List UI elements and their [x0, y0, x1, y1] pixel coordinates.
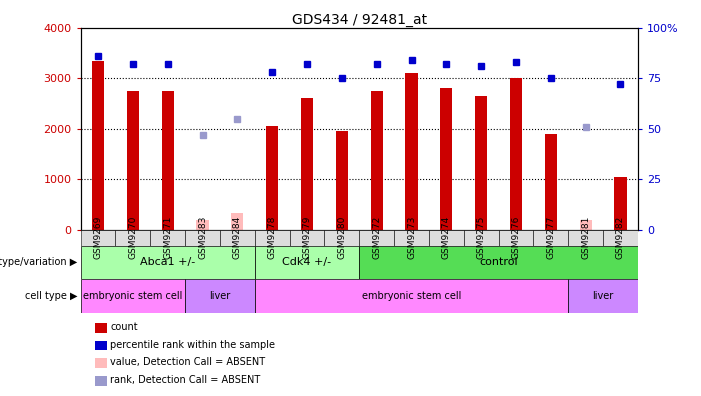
- Text: GSM9282: GSM9282: [616, 216, 625, 259]
- Bar: [580, 219, 592, 230]
- Text: GSM9274: GSM9274: [442, 216, 451, 259]
- Text: GSM9270: GSM9270: [128, 216, 137, 259]
- Text: count: count: [110, 322, 137, 332]
- Text: GSM9279: GSM9279: [303, 216, 311, 259]
- Bar: [116, 230, 150, 246]
- Text: GSM9275: GSM9275: [477, 216, 486, 259]
- Bar: [81, 230, 116, 246]
- Title: GDS434 / 92481_at: GDS434 / 92481_at: [292, 13, 427, 27]
- Bar: [464, 230, 498, 246]
- Text: GSM9281: GSM9281: [581, 216, 590, 259]
- Bar: [336, 131, 348, 230]
- Bar: [150, 230, 185, 246]
- Bar: [220, 230, 254, 246]
- Bar: [603, 230, 638, 246]
- Text: rank, Detection Call = ABSENT: rank, Detection Call = ABSENT: [110, 375, 260, 385]
- Text: GSM9278: GSM9278: [268, 216, 277, 259]
- Bar: [81, 246, 254, 279]
- Text: GSM9276: GSM9276: [512, 216, 521, 259]
- Text: GSM9272: GSM9272: [372, 216, 381, 259]
- Text: value, Detection Call = ABSENT: value, Detection Call = ABSENT: [110, 357, 265, 367]
- Bar: [290, 230, 325, 246]
- Text: GSM9269: GSM9269: [93, 216, 102, 259]
- Text: liver: liver: [210, 291, 231, 301]
- Bar: [266, 126, 278, 230]
- Text: cell type ▶: cell type ▶: [25, 291, 77, 301]
- Bar: [162, 91, 174, 230]
- Text: liver: liver: [592, 291, 613, 301]
- Text: embryonic stem cell: embryonic stem cell: [83, 291, 182, 301]
- Bar: [545, 134, 557, 230]
- Bar: [614, 177, 627, 230]
- Bar: [359, 246, 638, 279]
- Bar: [475, 96, 487, 230]
- Bar: [429, 230, 464, 246]
- Bar: [185, 230, 220, 246]
- Bar: [405, 73, 418, 230]
- Text: percentile rank within the sample: percentile rank within the sample: [110, 339, 275, 350]
- Bar: [394, 230, 429, 246]
- Bar: [231, 213, 243, 230]
- Bar: [533, 230, 569, 246]
- Text: GSM9280: GSM9280: [337, 216, 346, 259]
- Bar: [254, 230, 290, 246]
- Text: GSM9283: GSM9283: [198, 216, 207, 259]
- Bar: [92, 61, 104, 230]
- Text: GSM9277: GSM9277: [546, 216, 555, 259]
- Bar: [498, 230, 533, 246]
- Bar: [325, 230, 359, 246]
- Text: Cdk4 +/-: Cdk4 +/-: [283, 257, 332, 267]
- Bar: [301, 98, 313, 230]
- Bar: [569, 279, 638, 313]
- Bar: [359, 230, 394, 246]
- Text: control: control: [479, 257, 518, 267]
- Text: genotype/variation ▶: genotype/variation ▶: [0, 257, 77, 267]
- Text: GSM9271: GSM9271: [163, 216, 172, 259]
- Bar: [440, 88, 452, 230]
- Bar: [371, 91, 383, 230]
- Bar: [254, 279, 569, 313]
- Text: GSM9284: GSM9284: [233, 216, 242, 259]
- Bar: [127, 91, 139, 230]
- Text: embryonic stem cell: embryonic stem cell: [362, 291, 461, 301]
- Text: GSM9273: GSM9273: [407, 216, 416, 259]
- Bar: [254, 246, 359, 279]
- Bar: [569, 230, 603, 246]
- Bar: [81, 279, 185, 313]
- Bar: [196, 219, 209, 230]
- Bar: [510, 78, 522, 230]
- Bar: [185, 279, 254, 313]
- Text: Abca1 +/-: Abca1 +/-: [140, 257, 196, 267]
